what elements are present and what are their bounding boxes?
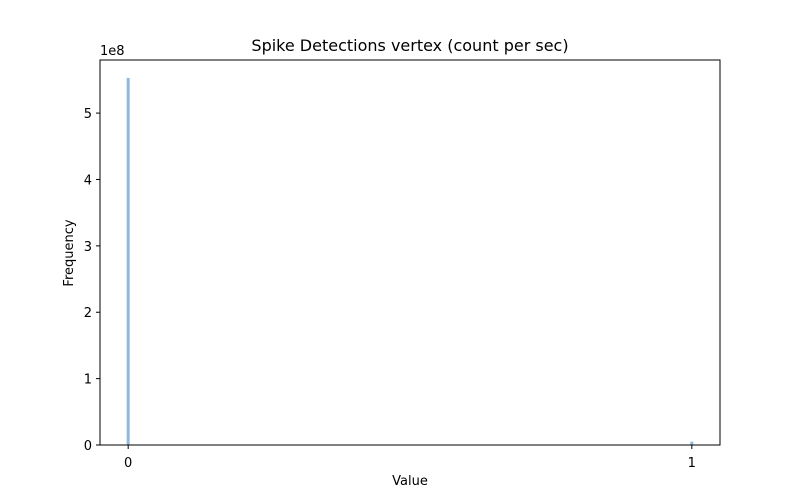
- plot-frame: [99, 59, 721, 446]
- chart-title: Spike Detections vertex (count per sec): [251, 36, 568, 55]
- x-axis-label: Value: [392, 474, 428, 489]
- y-tick-label-5: 5: [84, 107, 92, 122]
- histogram-bar-0: [126, 77, 130, 445]
- y-tick-label-3: 3: [84, 240, 92, 255]
- x-tick-label-1: 1: [688, 456, 696, 471]
- y-tick-label-2: 2: [84, 306, 92, 321]
- y-tick-label-0: 0: [84, 439, 92, 454]
- y-axis-ticks: 0 1 2 3 4 5: [84, 107, 100, 454]
- bars-group: [126, 77, 694, 445]
- y-axis-label: Frequency: [62, 219, 77, 286]
- x-tick-label-0: 0: [124, 456, 132, 471]
- histogram-bar-1: [690, 441, 694, 445]
- y-tick-label-1: 1: [84, 373, 92, 388]
- y-axis-multiplier: 1e8: [100, 44, 125, 59]
- y-tick-label-4: 4: [84, 173, 92, 188]
